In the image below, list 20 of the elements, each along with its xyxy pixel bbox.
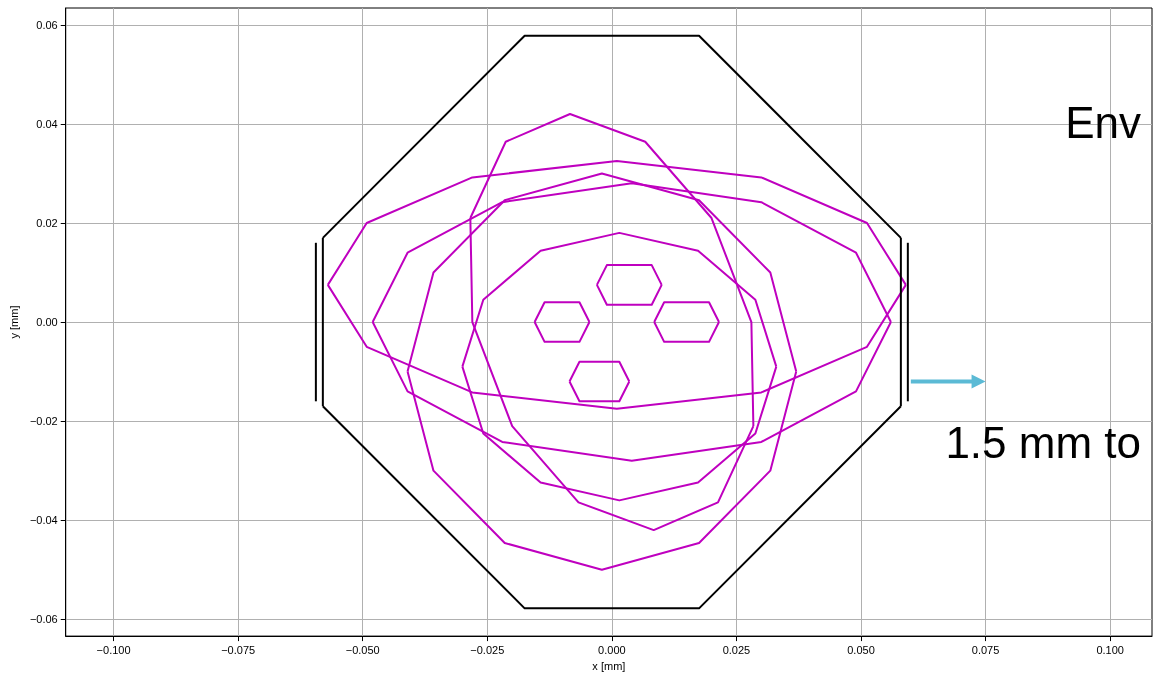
y-tick-label: −0.04 xyxy=(29,514,58,527)
x-tick-label: −0.100 xyxy=(96,643,131,656)
y-tick-label: 0.06 xyxy=(36,18,58,31)
x-tick-label: 0.075 xyxy=(971,643,1000,656)
x-tick-label: 0.100 xyxy=(1096,643,1124,656)
y-tick-label: −0.06 xyxy=(29,613,58,626)
x-tick-label: 0.050 xyxy=(847,643,875,656)
x-tick-label: −0.025 xyxy=(470,643,505,656)
annotation: 1.5 mm to xyxy=(945,417,1142,467)
y-axis-title: y [mm] xyxy=(7,305,20,339)
x-tick-label: 0.000 xyxy=(598,643,626,656)
y-tick-label: −0.02 xyxy=(29,415,58,428)
y-tick-label: 0.04 xyxy=(36,117,58,130)
x-tick-label: 0.025 xyxy=(722,643,751,656)
x-tick-label: −0.050 xyxy=(345,643,380,656)
y-tick-label: 0.00 xyxy=(36,316,58,329)
annotation: Env xyxy=(1065,97,1142,147)
x-tick-label: −0.075 xyxy=(221,643,256,656)
x-axis-title: x [mm] xyxy=(592,659,626,672)
y-tick-label: 0.02 xyxy=(36,216,58,229)
